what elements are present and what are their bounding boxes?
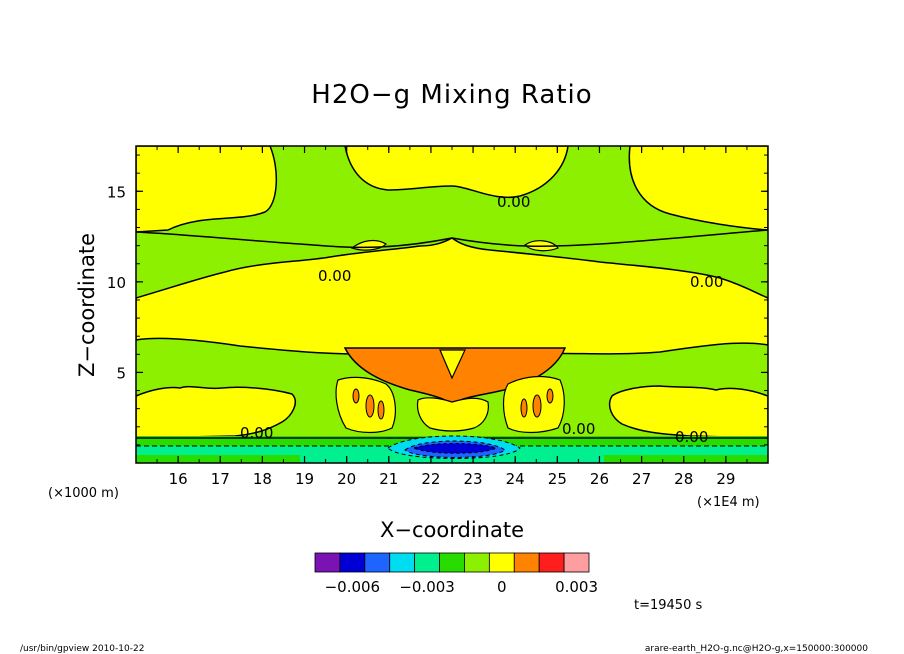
- field-region-lower-left: [136, 385, 296, 439]
- x-tick-label: 23: [464, 470, 483, 488]
- y-tick-label: 15: [107, 183, 126, 201]
- x-unit-label: (×1E4 m): [697, 495, 760, 510]
- colorbar-tick-label: 0: [497, 578, 507, 596]
- x-axis-ticks: 16 17 18 19 20 21 22 23 24 25 26 27 28 29: [135, 146, 769, 488]
- colorbar-swatch: [314, 552, 341, 573]
- colorbar-swatch: [439, 552, 465, 573]
- footer-left: /usr/bin/gpview 2010-10-22: [20, 644, 144, 654]
- field-region-upper-left: [136, 146, 278, 233]
- field-region-lower-right: [608, 385, 768, 439]
- x-tick-label: 16: [169, 470, 188, 488]
- colorbar-tick-label: 0.003: [555, 578, 598, 596]
- colorbar: [314, 552, 590, 573]
- x-tick-label: 22: [421, 470, 440, 488]
- y-axis-label: Z−coordinate: [75, 233, 99, 377]
- contour-label: 0.00: [497, 193, 530, 211]
- colorbar-swatch: [488, 552, 515, 573]
- colorbar-tick-label: −0.003: [399, 578, 455, 596]
- x-tick-label: 18: [253, 470, 272, 488]
- chart-title: H2O−g Mixing Ratio: [311, 80, 592, 110]
- contour-label: 0.00: [562, 420, 595, 438]
- x-tick-label: 25: [548, 470, 567, 488]
- x-axis-label: X−coordinate: [380, 518, 524, 542]
- x-tick-label: 21: [379, 470, 398, 488]
- footer-right: arare-earth_H2O-g.nc@H2O-g,x=150000:3000…: [645, 644, 868, 654]
- colorbar-swatch: [364, 552, 391, 573]
- x-tick-label: 17: [211, 470, 230, 488]
- x-tick-label: 27: [632, 470, 651, 488]
- field-region-upper-center: [344, 146, 569, 198]
- x-tick-label: 24: [506, 470, 525, 488]
- contour-label: 0.00: [675, 428, 708, 446]
- contour-labels: 0.00 0.00 0.00 0.00 0.00 0.00: [240, 193, 723, 446]
- time-label: t=19450 s: [634, 598, 702, 613]
- contour-label: 0.00: [318, 267, 351, 285]
- x-tick-label: 26: [590, 470, 609, 488]
- colorbar-swatch: [538, 552, 565, 573]
- x-tick-label: 19: [295, 470, 314, 488]
- y-tick-label: 10: [107, 274, 126, 292]
- y-axis-ticks: 5 10 15: [107, 154, 768, 464]
- y-unit-label: (×1000 m): [48, 486, 119, 501]
- colorbar-ticks: −0.006 −0.003 0 0.003: [325, 578, 598, 596]
- colorbar-swatch: [339, 552, 366, 573]
- colorbar-swatch: [464, 552, 490, 573]
- x-tick-label: 28: [674, 470, 693, 488]
- colorbar-swatch: [389, 552, 416, 573]
- plot-area: [135, 145, 769, 464]
- colorbar-tick-label: −0.006: [325, 578, 381, 596]
- colorbar-swatch: [513, 552, 540, 573]
- colorbar-swatch: [414, 552, 440, 573]
- contour-label: 0.00: [240, 424, 273, 442]
- contour-label: 0.00: [690, 273, 723, 291]
- colorbar-swatch: [563, 552, 590, 573]
- x-tick-label: 20: [337, 470, 356, 488]
- field-region-upper-right: [628, 146, 768, 231]
- x-tick-label: 29: [716, 470, 735, 488]
- y-tick-label: 5: [116, 364, 126, 382]
